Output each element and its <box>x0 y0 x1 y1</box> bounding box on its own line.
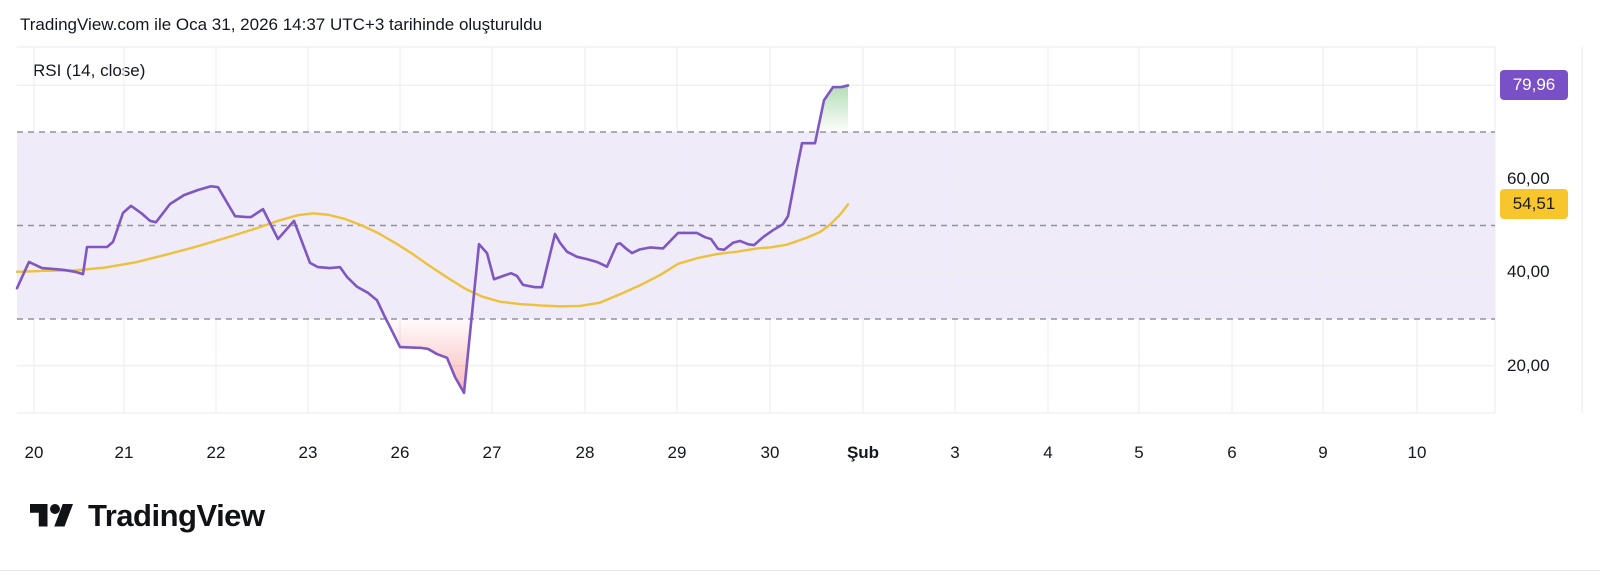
indicator-title: RSI (14, close) <box>33 61 146 80</box>
x-tick-label: 30 <box>760 443 780 462</box>
x-tick-label: 9 <box>1318 443 1328 462</box>
x-tick-label: 27 <box>482 443 502 462</box>
x-tick-label: 5 <box>1134 443 1144 462</box>
x-tick-label: 22 <box>206 443 226 462</box>
x-tick-label: 20 <box>24 443 44 462</box>
bottom-divider <box>0 570 1600 571</box>
x-tick-label: 10 <box>1407 443 1427 462</box>
oversold-fill <box>385 319 472 393</box>
tradingview-logo: TradingView <box>30 498 265 534</box>
x-tick-label: 28 <box>575 443 595 462</box>
attribution-text: TradingView.com ile Oca 31, 2026 14:37 U… <box>20 15 543 34</box>
y-axis-label: 20,00 <box>1507 355 1550 375</box>
series-rsi-based-ma <box>15 203 850 308</box>
x-tick-label: 6 <box>1227 443 1237 462</box>
x-tick-label: 23 <box>298 443 318 462</box>
x-tick-label: 29 <box>667 443 687 462</box>
x-tick-label: 26 <box>390 443 410 462</box>
series-rsi <box>15 84 850 395</box>
x-tick-label: 21 <box>114 443 134 462</box>
x-tick-label: 4 <box>1043 443 1053 462</box>
x-tick-label: Şub <box>846 443 880 462</box>
y-axis-label: 40,00 <box>1507 262 1550 282</box>
chart-plot-area[interactable] <box>17 47 1495 413</box>
x-tick-label: 3 <box>950 443 960 462</box>
last-value-badge: 79,96 <box>1500 70 1568 101</box>
tradingview-logo-icon <box>30 503 73 526</box>
y-axis-label: 60,00 <box>1507 168 1550 188</box>
overbought-fill <box>817 85 848 132</box>
last-value-badge: 54,51 <box>1500 189 1568 220</box>
tradingview-logo-text: TradingView <box>88 498 265 533</box>
